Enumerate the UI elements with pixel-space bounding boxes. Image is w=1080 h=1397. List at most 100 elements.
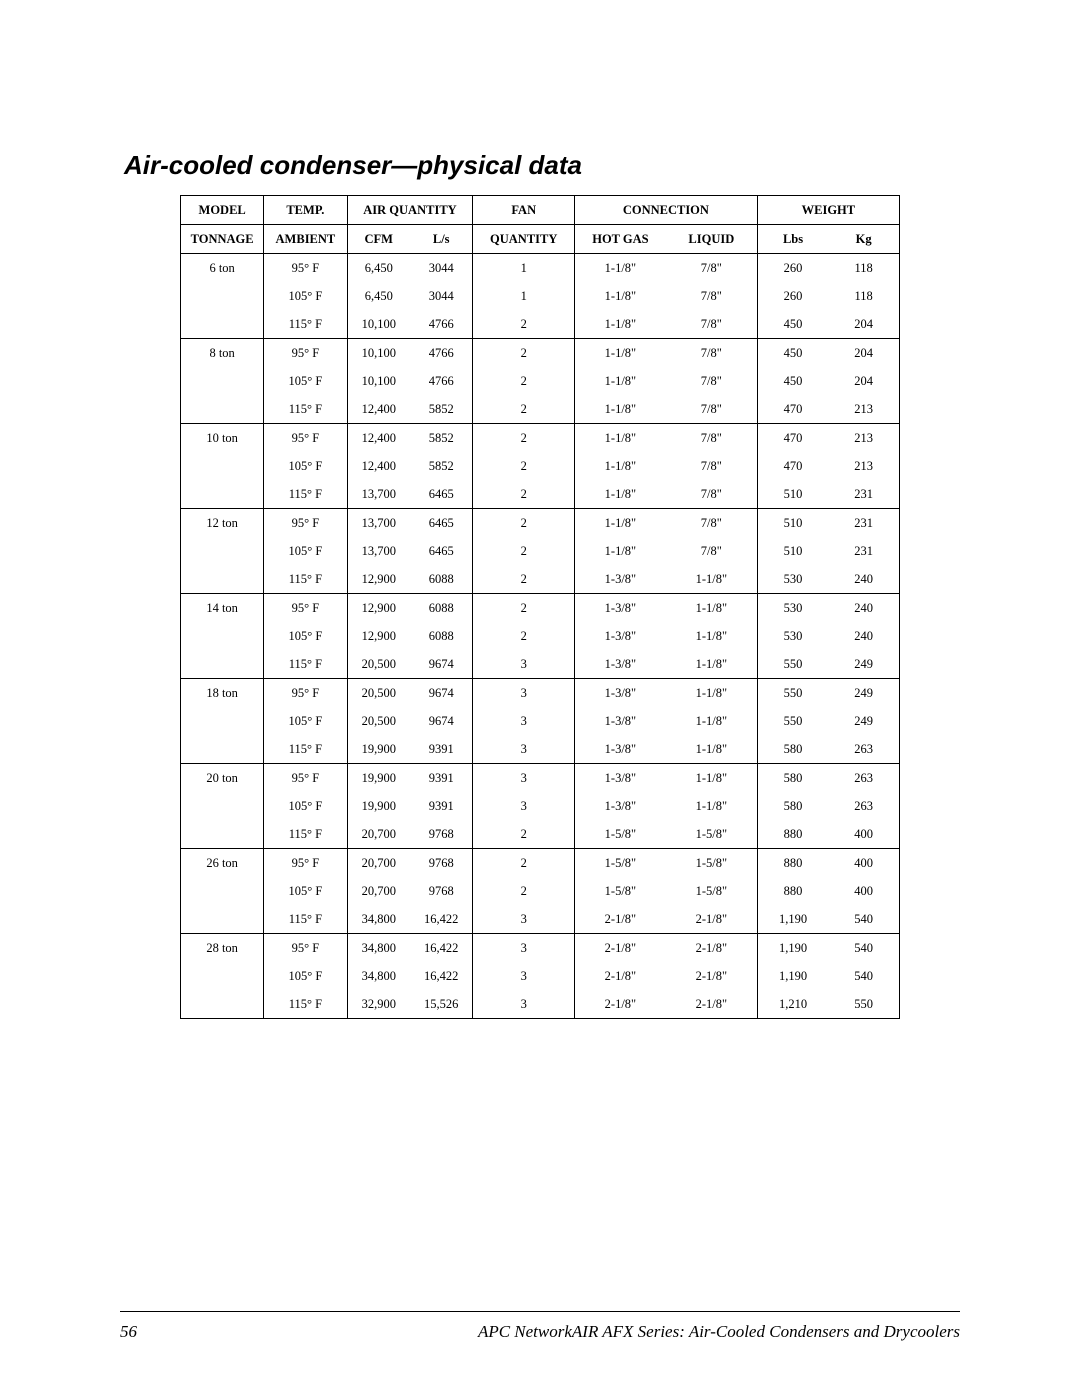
cell-cfm: 13,700 <box>347 480 410 509</box>
table-row: 10 ton95° F12,400585221-1/8"7/8"470213 <box>181 424 900 453</box>
cell-liquid: 2-1/8" <box>666 905 757 934</box>
cell-cfm: 12,900 <box>347 594 410 623</box>
cell-cfm: 34,800 <box>347 934 410 963</box>
footer-publication: APC NetworkAIR AFX Series: Air-Cooled Co… <box>478 1322 960 1342</box>
cell-cfm: 34,800 <box>347 905 410 934</box>
cell-tonnage <box>181 990 264 1019</box>
cell-ambient: 115° F <box>264 905 347 934</box>
cell-tonnage <box>181 565 264 594</box>
cell-ambient: 105° F <box>264 622 347 650</box>
cell-fan: 3 <box>473 764 575 793</box>
cell-cfm: 19,900 <box>347 792 410 820</box>
th-liquid: LIQUID <box>666 225 757 254</box>
cell-ls: 9391 <box>410 764 473 793</box>
cell-kg: 240 <box>828 565 899 594</box>
cell-lbs: 510 <box>757 537 828 565</box>
cell-ambient: 115° F <box>264 735 347 764</box>
cell-tonnage <box>181 622 264 650</box>
table-header-row-2: TONNAGE AMBIENT CFM L/s QUANTITY HOT GAS… <box>181 225 900 254</box>
table-row: 115° F20,500967431-3/8"1-1/8"550249 <box>181 650 900 679</box>
cell-kg: 540 <box>828 905 899 934</box>
cell-cfm: 10,100 <box>347 367 410 395</box>
cell-hotgas: 1-3/8" <box>574 707 665 735</box>
cell-liquid: 7/8" <box>666 424 757 453</box>
cell-kg: 249 <box>828 707 899 735</box>
cell-ambient: 95° F <box>264 594 347 623</box>
cell-kg: 550 <box>828 990 899 1019</box>
cell-kg: 400 <box>828 877 899 905</box>
cell-cfm: 13,700 <box>347 537 410 565</box>
cell-ambient: 115° F <box>264 310 347 339</box>
physical-data-table: MODEL TEMP. AIR QUANTITY FAN CONNECTION … <box>180 195 900 1019</box>
cell-ls: 15,526 <box>410 990 473 1019</box>
cell-tonnage <box>181 310 264 339</box>
cell-tonnage <box>181 707 264 735</box>
cell-liquid: 1-1/8" <box>666 679 757 708</box>
th-cfm: CFM <box>347 225 410 254</box>
cell-liquid: 2-1/8" <box>666 934 757 963</box>
cell-kg: 231 <box>828 480 899 509</box>
cell-liquid: 1-5/8" <box>666 820 757 849</box>
table-row: 105° F12,900608821-3/8"1-1/8"530240 <box>181 622 900 650</box>
cell-liquid: 2-1/8" <box>666 962 757 990</box>
cell-ambient: 95° F <box>264 849 347 878</box>
table-header-row-1: MODEL TEMP. AIR QUANTITY FAN CONNECTION … <box>181 196 900 225</box>
cell-ls: 3044 <box>410 254 473 283</box>
cell-liquid: 1-1/8" <box>666 650 757 679</box>
cell-hotgas: 2-1/8" <box>574 905 665 934</box>
cell-tonnage <box>181 480 264 509</box>
table-row: 105° F10,100476621-1/8"7/8"450204 <box>181 367 900 395</box>
cell-cfm: 12,900 <box>347 565 410 594</box>
cell-lbs: 550 <box>757 679 828 708</box>
cell-cfm: 12,900 <box>347 622 410 650</box>
cell-kg: 204 <box>828 310 899 339</box>
cell-fan: 2 <box>473 537 575 565</box>
cell-ambient: 95° F <box>264 764 347 793</box>
cell-ls: 9768 <box>410 877 473 905</box>
th-tonnage: TONNAGE <box>181 225 264 254</box>
cell-cfm: 19,900 <box>347 735 410 764</box>
cell-kg: 263 <box>828 792 899 820</box>
cell-lbs: 530 <box>757 565 828 594</box>
cell-ls: 9768 <box>410 849 473 878</box>
table-row: 12 ton95° F13,700646521-1/8"7/8"510231 <box>181 509 900 538</box>
cell-cfm: 32,900 <box>347 990 410 1019</box>
cell-lbs: 880 <box>757 820 828 849</box>
cell-liquid: 7/8" <box>666 254 757 283</box>
cell-kg: 231 <box>828 537 899 565</box>
cell-hotgas: 1-3/8" <box>574 679 665 708</box>
cell-hotgas: 1-3/8" <box>574 792 665 820</box>
cell-kg: 249 <box>828 679 899 708</box>
cell-kg: 240 <box>828 594 899 623</box>
cell-ls: 16,422 <box>410 962 473 990</box>
table-row: 115° F20,700976821-5/8"1-5/8"880400 <box>181 820 900 849</box>
cell-tonnage: 20 ton <box>181 764 264 793</box>
cell-kg: 213 <box>828 424 899 453</box>
cell-liquid: 1-1/8" <box>666 735 757 764</box>
cell-cfm: 19,900 <box>347 764 410 793</box>
table-row: 105° F13,700646521-1/8"7/8"510231 <box>181 537 900 565</box>
cell-lbs: 450 <box>757 310 828 339</box>
cell-fan: 3 <box>473 735 575 764</box>
cell-ls: 9768 <box>410 820 473 849</box>
cell-hotgas: 1-1/8" <box>574 537 665 565</box>
table-row: 105° F6,450304411-1/8"7/8"260118 <box>181 282 900 310</box>
cell-lbs: 1,210 <box>757 990 828 1019</box>
cell-liquid: 1-1/8" <box>666 622 757 650</box>
cell-kg: 263 <box>828 735 899 764</box>
table-row: 105° F19,900939131-3/8"1-1/8"580263 <box>181 792 900 820</box>
cell-ls: 6465 <box>410 509 473 538</box>
cell-ambient: 105° F <box>264 707 347 735</box>
cell-liquid: 7/8" <box>666 395 757 424</box>
cell-tonnage: 6 ton <box>181 254 264 283</box>
cell-hotgas: 1-3/8" <box>574 594 665 623</box>
cell-fan: 3 <box>473 792 575 820</box>
cell-ls: 5852 <box>410 452 473 480</box>
th-ambient: AMBIENT <box>264 225 347 254</box>
cell-ls: 9674 <box>410 650 473 679</box>
cell-ls: 6465 <box>410 480 473 509</box>
cell-cfm: 10,100 <box>347 339 410 368</box>
cell-cfm: 13,700 <box>347 509 410 538</box>
section-title: Air-cooled condenser—physical data <box>124 150 960 181</box>
cell-fan: 3 <box>473 990 575 1019</box>
